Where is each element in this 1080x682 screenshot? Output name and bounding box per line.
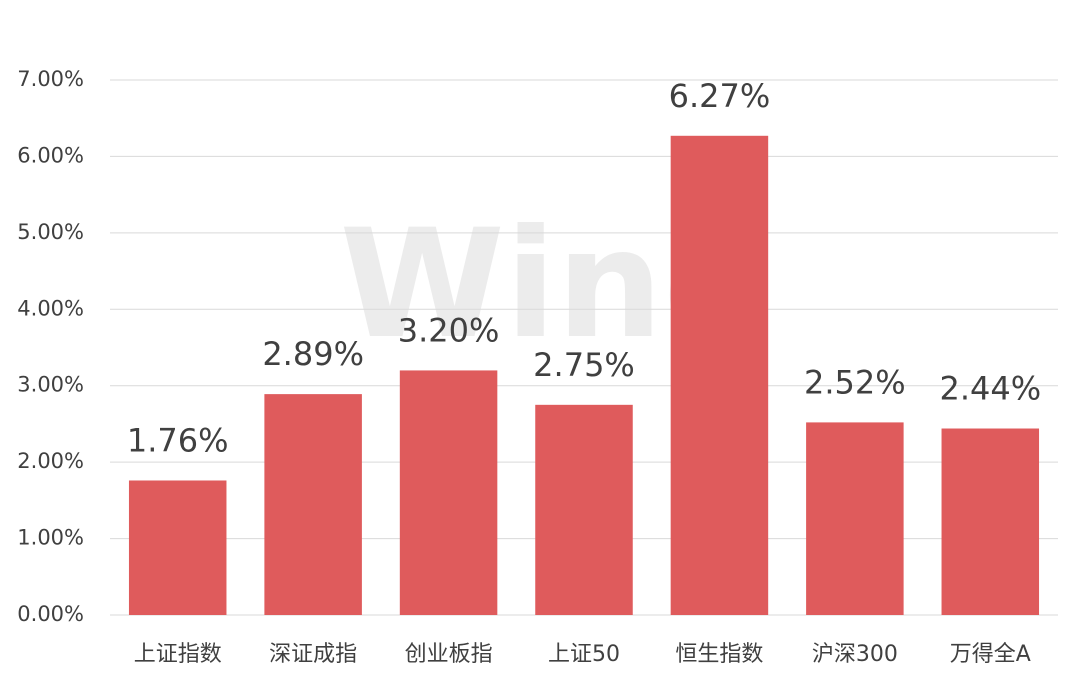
x-tick-label: 创业板指 [405,642,493,667]
x-tick-label: 上证50 [548,642,620,667]
bar [264,394,362,615]
value-label: 2.89% [262,335,364,373]
value-label: 6.27% [669,77,771,115]
y-tick-label: 1.00% [17,526,84,550]
x-tick-label: 恒生指数 [675,642,763,667]
y-tick-label: 5.00% [17,220,84,244]
bar [399,370,498,615]
y-tick-label: 6.00% [17,143,84,167]
x-tick-label: 沪深300 [812,642,898,667]
x-tick-label: 深证成指 [269,642,357,667]
x-tick-label: 上证指数 [134,642,222,667]
y-tick-label: 4.00% [17,296,84,320]
x-tick-label: 万得全A [950,642,1031,667]
bar [128,480,227,615]
value-label: 3.20% [398,311,500,349]
bar [670,135,769,616]
value-label: 1.76% [127,421,229,459]
bar [535,404,633,615]
y-tick-label: 3.00% [17,373,84,397]
value-label: 2.52% [804,363,906,401]
value-label: 2.44% [939,370,1041,408]
bar [806,422,904,615]
y-tick-label: 0.00% [17,602,84,626]
y-tick-label: 2.00% [17,449,84,473]
bar [941,428,1040,615]
value-label: 2.75% [533,346,635,384]
y-tick-label: 7.00% [17,67,84,91]
